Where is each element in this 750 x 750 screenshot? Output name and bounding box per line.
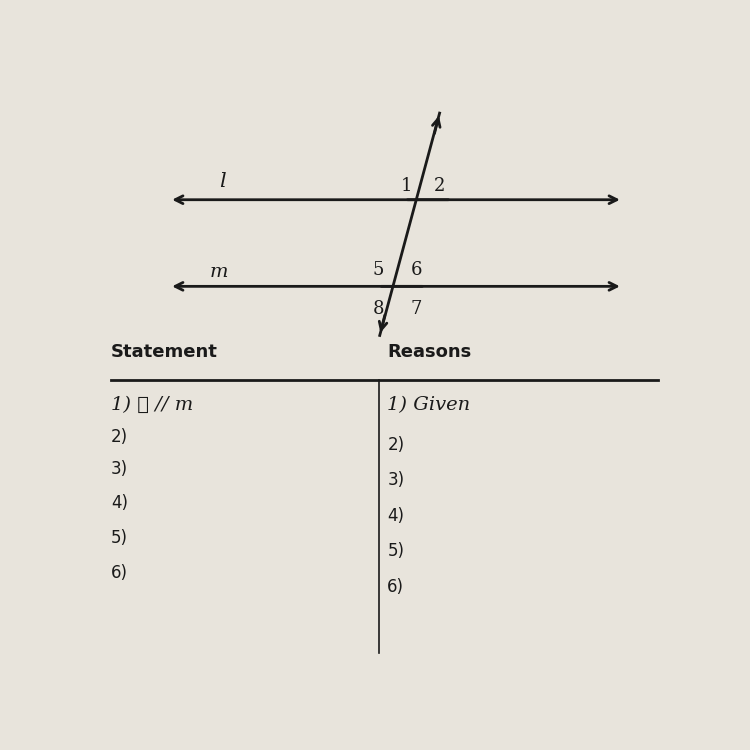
Text: 1: 1	[400, 177, 412, 195]
Text: 2): 2)	[387, 436, 404, 454]
Text: 6): 6)	[111, 563, 128, 581]
Text: l: l	[219, 172, 225, 191]
Text: 1) ℓ // m: 1) ℓ // m	[111, 396, 194, 414]
Text: 8: 8	[373, 300, 384, 318]
Text: 2): 2)	[111, 427, 128, 445]
Text: m: m	[210, 262, 229, 280]
Text: 5): 5)	[111, 529, 128, 547]
Text: 4): 4)	[111, 494, 128, 512]
Text: 2: 2	[433, 177, 445, 195]
Text: 5): 5)	[387, 542, 404, 560]
Text: Statement: Statement	[111, 344, 218, 362]
Text: 5: 5	[373, 262, 384, 280]
Text: 7: 7	[410, 300, 422, 318]
Text: 4): 4)	[387, 507, 404, 525]
Text: 3): 3)	[111, 460, 128, 478]
Text: 6): 6)	[387, 578, 404, 596]
Text: 6: 6	[410, 262, 422, 280]
Text: 3): 3)	[387, 471, 404, 489]
Text: Reasons: Reasons	[387, 344, 472, 362]
Text: 1) Given: 1) Given	[387, 396, 470, 414]
